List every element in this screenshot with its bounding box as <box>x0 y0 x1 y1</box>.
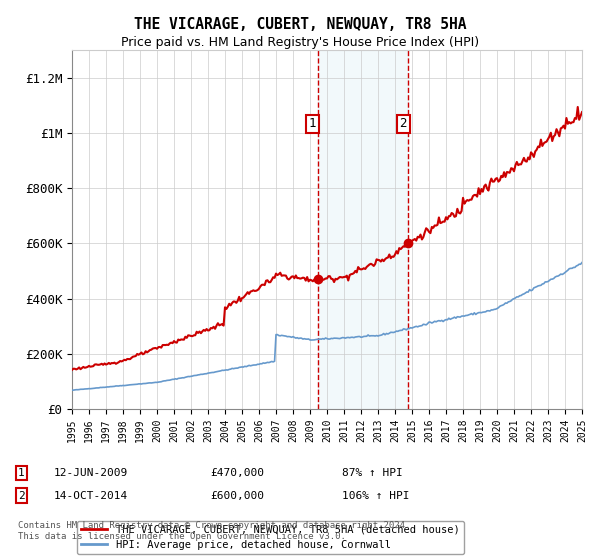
Text: 1: 1 <box>18 468 25 478</box>
Text: Price paid vs. HM Land Registry's House Price Index (HPI): Price paid vs. HM Land Registry's House … <box>121 36 479 49</box>
Text: Contains HM Land Registry data © Crown copyright and database right 2024.: Contains HM Land Registry data © Crown c… <box>18 521 410 530</box>
Text: THE VICARAGE, CUBERT, NEWQUAY, TR8 5HA: THE VICARAGE, CUBERT, NEWQUAY, TR8 5HA <box>134 17 466 32</box>
Text: 2: 2 <box>400 118 407 130</box>
Legend: THE VICARAGE, CUBERT, NEWQUAY, TR8 5HA (detached house), HPI: Average price, det: THE VICARAGE, CUBERT, NEWQUAY, TR8 5HA (… <box>77 521 464 554</box>
Text: This data is licensed under the Open Government Licence v3.0.: This data is licensed under the Open Gov… <box>18 532 346 541</box>
Bar <box>317 50 409 409</box>
Text: £600,000: £600,000 <box>210 491 264 501</box>
Text: 87% ↑ HPI: 87% ↑ HPI <box>342 468 403 478</box>
Text: 1: 1 <box>309 118 316 130</box>
Text: 12-JUN-2009: 12-JUN-2009 <box>54 468 128 478</box>
Text: £470,000: £470,000 <box>210 468 264 478</box>
Text: 14-OCT-2014: 14-OCT-2014 <box>54 491 128 501</box>
Text: 106% ↑ HPI: 106% ↑ HPI <box>342 491 409 501</box>
Text: 2: 2 <box>18 491 25 501</box>
